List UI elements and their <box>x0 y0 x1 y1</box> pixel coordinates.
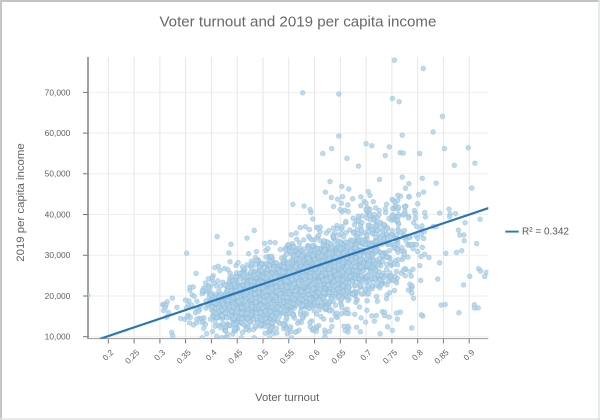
svg-text:50,000: 50,000 <box>45 169 71 179</box>
svg-text:40,000: 40,000 <box>45 209 71 219</box>
svg-text:2019 per capita income: 2019 per capita income <box>15 143 27 261</box>
svg-text:R² = 0.342: R² = 0.342 <box>522 227 569 238</box>
svg-text:Voter turnout and 2019 per cap: Voter turnout and 2019 per capita income <box>159 13 436 30</box>
svg-text:10,000: 10,000 <box>45 332 71 342</box>
svg-text:70,000: 70,000 <box>45 87 71 97</box>
svg-text:60,000: 60,000 <box>45 128 71 138</box>
svg-text:20,000: 20,000 <box>45 291 71 301</box>
svg-text:Voter turnout: Voter turnout <box>255 392 320 404</box>
svg-text:30,000: 30,000 <box>45 250 71 260</box>
